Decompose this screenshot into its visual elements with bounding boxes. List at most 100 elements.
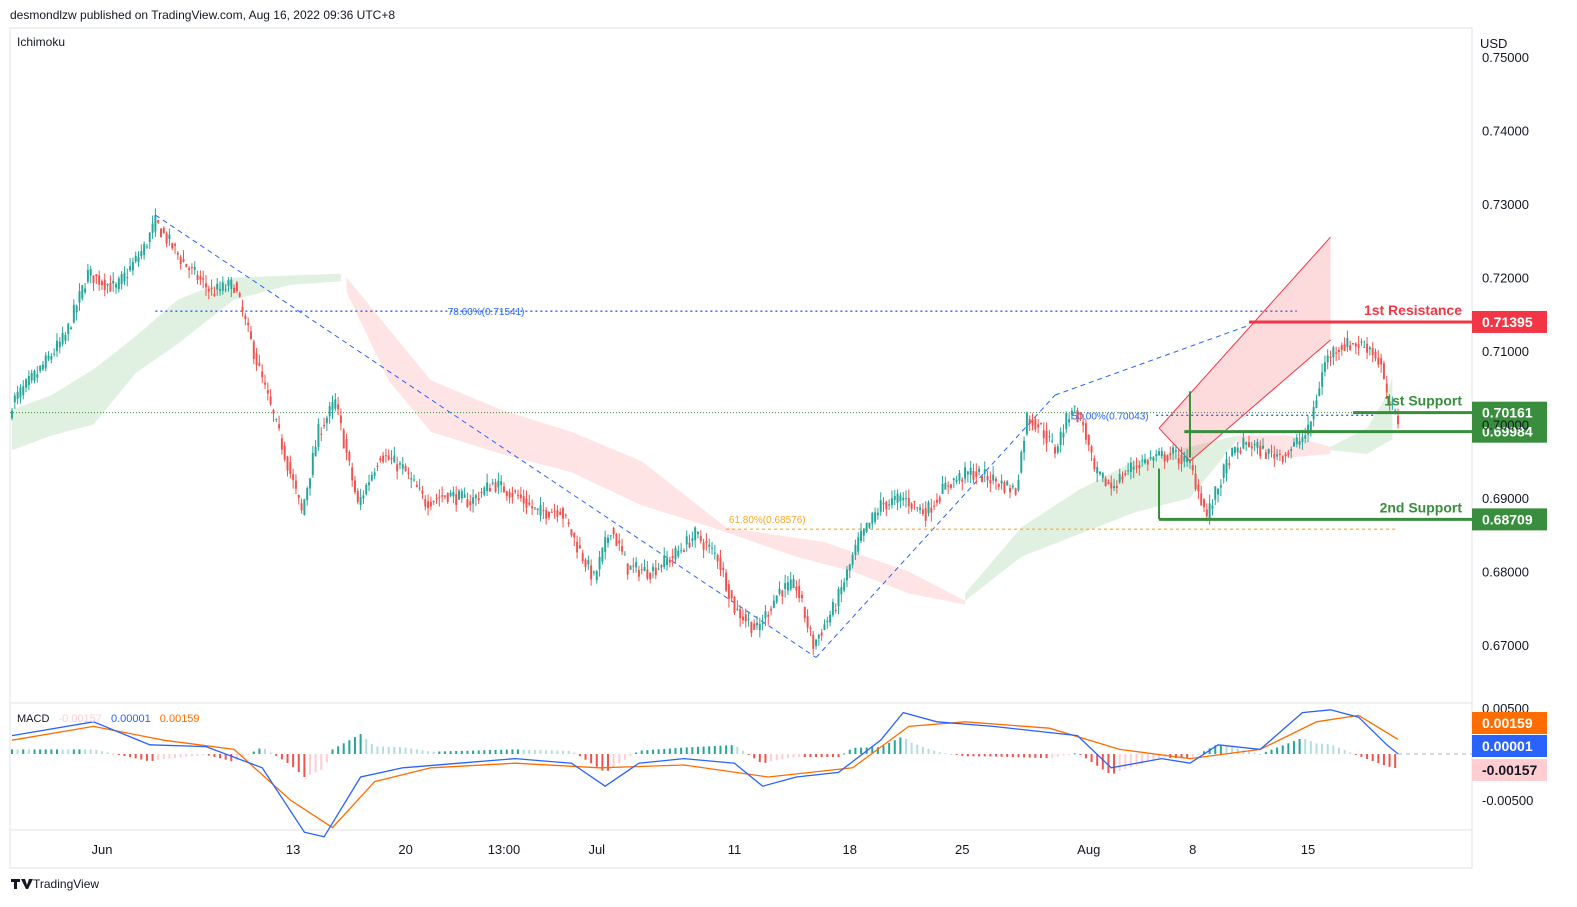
cloud-segment-3 (1237, 435, 1331, 458)
macd-histogram-bar (252, 751, 255, 754)
price-tick-2: 0.73000 (1482, 197, 1529, 212)
candle-body (328, 406, 331, 417)
candle-body (61, 332, 64, 345)
candle-body (533, 507, 536, 509)
macd-histogram-bar (522, 749, 525, 754)
level-badge-2 (1472, 420, 1547, 443)
candle-body (663, 555, 666, 567)
macd-histogram-bar (871, 747, 874, 754)
level-price-1: 0.70161 (1482, 405, 1533, 421)
candle-body (1017, 479, 1020, 491)
candle-body (1363, 347, 1366, 349)
candle-body (249, 331, 252, 339)
level-label-0: 1st Resistance (1364, 302, 1462, 318)
candle-body (1025, 413, 1028, 435)
macd-histogram-bar (342, 743, 345, 754)
candle-body (980, 475, 983, 483)
candle-body (216, 283, 219, 290)
candle-body (244, 315, 247, 320)
candle-body (1262, 445, 1265, 449)
candle-body (1292, 442, 1295, 447)
macd-histogram-bar (826, 754, 829, 758)
macd-histogram-bar (1017, 754, 1020, 758)
candle-body (1169, 453, 1172, 456)
macd-histogram-bar (663, 748, 666, 754)
macd-histogram-bar (1354, 754, 1357, 755)
macd-badge-macd (1472, 735, 1547, 757)
indicator-label[interactable]: Ichimoku (17, 35, 65, 49)
candle-body (950, 484, 952, 488)
candle-body (1382, 363, 1385, 379)
macd-histogram-bar (33, 749, 36, 754)
time-tick-8: Aug (1077, 842, 1100, 857)
candle-body (1340, 345, 1343, 350)
candle-body (618, 540, 621, 544)
macd-histogram-bar (545, 750, 548, 754)
candle-body (219, 288, 222, 291)
candle-body (736, 608, 739, 610)
macd-histogram-bar (1315, 743, 1318, 754)
time-axis[interactable]: Jun 13 20 13:00 Jul 11 18 25 Aug 8 15 (91, 842, 1315, 857)
candle-body (384, 455, 387, 457)
candle-body (325, 417, 328, 424)
macd-legend-macd: 0.00001 (111, 713, 151, 725)
candle-body (311, 452, 314, 475)
candle-body (831, 602, 834, 616)
candle-body (795, 586, 798, 591)
candle-body (854, 544, 857, 555)
candle-body (1329, 356, 1332, 358)
candle-body (843, 582, 846, 591)
macd-histogram-bar (916, 744, 919, 754)
candle-body (556, 510, 559, 517)
macd-legend[interactable]: MACD -0.00157 0.00001 0.00159 (17, 713, 200, 725)
tradingview-logo[interactable]: TradingView (11, 877, 99, 891)
candle-body (1371, 347, 1374, 356)
macd-histogram-bar (770, 754, 773, 762)
candle-body (820, 632, 823, 636)
candle-body (314, 446, 317, 457)
time-tick-9: 8 (1189, 842, 1196, 857)
candle-body (1290, 449, 1293, 451)
candle-body (607, 537, 609, 543)
candle-body (179, 257, 182, 265)
candle-body (1000, 480, 1003, 484)
price-tick-4: 0.71000 (1482, 344, 1529, 359)
candle-body (845, 569, 848, 581)
macd-histogram-bar (387, 746, 390, 754)
candle-body (213, 293, 216, 297)
candle-body (1259, 445, 1262, 457)
candle-body (446, 493, 449, 502)
macd-histogram-bar (657, 749, 660, 754)
candle-body (154, 214, 157, 232)
candle-body (1366, 343, 1369, 353)
macd-histogram-bar (1090, 754, 1093, 763)
candle-body (41, 364, 44, 370)
candle-body (44, 355, 47, 369)
candle-body (531, 506, 534, 509)
candle-body (1135, 465, 1138, 467)
candle-body (1090, 446, 1093, 453)
macd-histogram-bar (1068, 754, 1071, 755)
candle-body (713, 552, 716, 554)
candle-body (415, 484, 418, 488)
candle-body (1219, 485, 1222, 488)
candle-body (1152, 457, 1155, 461)
candle-body (379, 458, 382, 461)
macd-histogram-bar (151, 754, 154, 761)
candle-body (719, 557, 722, 570)
macd-histogram-bar (696, 746, 699, 754)
macd-histogram-bar (556, 750, 559, 754)
candle-body (131, 261, 134, 271)
macd-histogram-bar (1225, 745, 1228, 754)
time-tick-2: 20 (398, 842, 412, 857)
price-axis[interactable]: 0.75000 0.74000 0.73000 0.72000 0.71000 0.700… (1482, 50, 1529, 653)
candle-body (376, 465, 379, 467)
macd-histogram-bar (809, 754, 812, 758)
candle-body (657, 568, 660, 570)
candle-body (148, 232, 151, 243)
candle-body (205, 283, 207, 288)
candle-body (1121, 476, 1124, 480)
macd-histogram-bar (494, 749, 497, 754)
candle-body (345, 439, 348, 453)
